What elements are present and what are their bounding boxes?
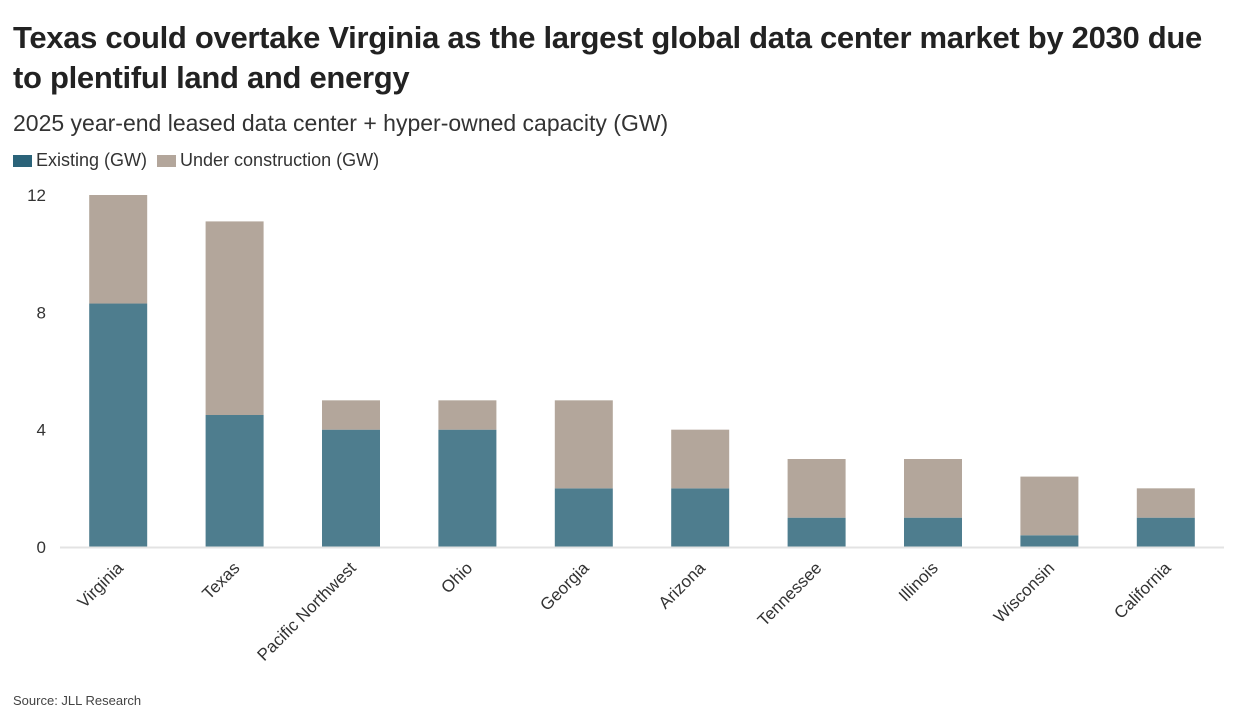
- x-tick-label: Tennessee: [754, 558, 826, 630]
- bar-under-construction: [89, 195, 148, 304]
- bar-under-construction: [554, 400, 613, 489]
- x-tick-label: Georgia: [536, 558, 593, 615]
- y-tick-label: 8: [37, 303, 46, 322]
- bar-under-construction: [322, 400, 380, 430]
- legend: Existing (GW) Under construction (GW): [13, 150, 389, 171]
- bar-under-construction: [787, 459, 846, 518]
- bar-under-construction: [438, 400, 497, 430]
- x-tick-label: Arizona: [655, 558, 710, 613]
- legend-swatch-under-construction: [157, 154, 177, 167]
- y-tick-label: 0: [37, 538, 46, 557]
- bar-existing: [89, 303, 148, 547]
- legend-label-existing: Existing (GW): [36, 150, 148, 170]
- legend-swatch-existing: [13, 154, 32, 167]
- legend-label-under-construction: Under construction (GW): [180, 150, 380, 170]
- source-note: Source: JLL Research: [13, 693, 142, 708]
- y-tick-label: 4: [37, 421, 46, 440]
- x-tick-label: Virginia: [74, 558, 128, 612]
- bar-existing: [554, 488, 613, 547]
- x-tick-label: Illinois: [895, 558, 942, 605]
- bar-existing: [322, 429, 380, 547]
- chart-title: Texas could overtake Virginia as the lar…: [13, 20, 1202, 95]
- x-tick-label: Ohio: [437, 558, 476, 597]
- legend-item-existing: Existing (GW): [13, 150, 147, 171]
- bar-under-construction: [205, 221, 264, 415]
- bar-under-construction: [904, 459, 962, 518]
- bar-existing: [1136, 517, 1195, 547]
- bar-existing: [438, 429, 497, 547]
- bar-under-construction: [671, 429, 730, 489]
- bar-existing: [205, 415, 264, 547]
- bar-under-construction: [1136, 488, 1195, 518]
- bar-existing: [904, 517, 962, 547]
- bar-under-construction: [1020, 476, 1079, 536]
- x-tick-label: Texas: [199, 558, 244, 603]
- x-tick-label: California: [1110, 558, 1175, 623]
- bar-existing: [671, 488, 730, 547]
- chart-subtitle: 2025 year-end leased data center + hyper…: [13, 110, 669, 136]
- y-tick-label: 12: [27, 186, 46, 205]
- legend-item-under-construction: Under construction (GW): [157, 150, 379, 171]
- bar-existing: [1020, 535, 1079, 547]
- x-tick-label: Wisconsin: [990, 558, 1058, 626]
- bar-existing: [787, 517, 846, 547]
- x-tick-label: Pacific Northwest: [254, 558, 360, 664]
